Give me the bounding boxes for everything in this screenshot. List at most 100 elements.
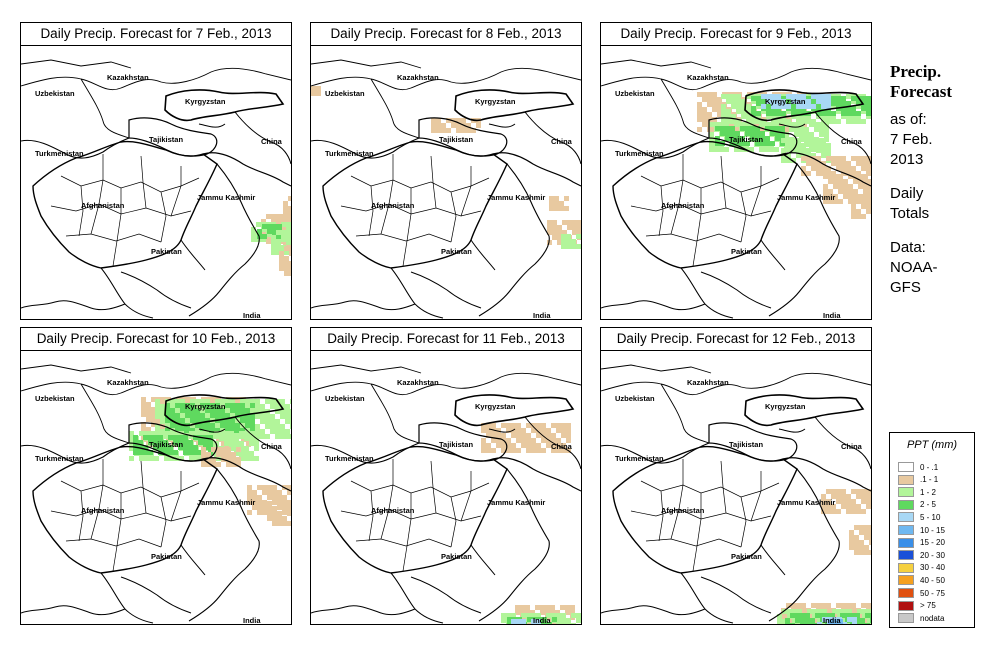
precip-cell [226,457,231,462]
precip-cell [786,138,791,143]
precip-cell [809,147,814,152]
precip-cell [226,447,231,452]
precip-cell [198,450,203,455]
precip-cell [220,404,225,409]
precip-cell [771,114,776,119]
precip-cell [205,403,210,408]
precip-layer [481,423,581,624]
precip-cell [195,408,200,413]
precip-cell [155,414,160,419]
precip-cell [848,199,853,204]
precip-cell [160,414,165,419]
precip-cell [225,418,230,423]
precip-cell [545,605,550,610]
precip-cell [811,603,816,608]
precip-cell [697,102,702,107]
precip-cell [805,623,810,624]
legend-item: 40 - 50 [898,574,945,586]
precip-cell [541,438,546,443]
precip-cell [731,114,736,119]
precip-cell [861,489,866,494]
precip-cell [856,101,861,106]
precip-cell [279,266,284,271]
precip-cell [836,494,841,499]
label-kazakhstan: Kazakhstan [687,378,729,387]
precip-cell [153,435,158,440]
precip-cell [787,614,792,619]
precip-cell [849,540,854,545]
precip-cell [734,122,739,127]
precip-cell [286,227,291,232]
label-tajikistan: Tajikistan [729,440,763,449]
precip-cell [251,237,256,242]
precip-cell [262,234,267,239]
precip-cell [287,485,291,490]
precip-cell [282,510,287,515]
precip-layer [697,92,871,219]
precip-cell [254,441,259,446]
precip-cell [824,127,829,132]
precip-cell [786,603,791,608]
precip-cell [236,457,241,462]
precip-cell [736,109,741,114]
precip-cell [481,428,486,433]
precip-cell [851,204,856,209]
precip-cell [790,613,795,618]
precip-cell [501,433,506,438]
precip-cell [252,495,257,500]
precip-cell [866,204,871,209]
precip-cell [846,101,851,106]
precip-cell [697,107,702,112]
precip-cell [750,136,755,141]
precip-cell [250,403,255,408]
precip-cell [777,619,782,624]
precip-cell [851,96,856,101]
precip-cell [786,94,791,99]
precip-cell [776,114,781,119]
precip-cell [220,399,225,404]
precip-cell [246,442,251,447]
precip-cell [848,189,853,194]
precip-cell [848,194,853,199]
precip-cell [160,409,165,414]
precip-cell [201,462,206,467]
precip-cell [863,189,868,194]
precip-cell [219,431,224,436]
precip-cell [267,516,272,521]
precip-cell [170,413,175,418]
precip-cell [561,448,566,453]
precip-cell [220,413,225,418]
precip-cell [486,433,491,438]
precip-cell [506,448,511,453]
precip-cell [164,431,169,436]
precip-cell [153,440,158,445]
precip-cell [272,495,277,500]
precip-cell [466,128,471,133]
precip-cell [491,438,496,443]
precip-cell [515,610,520,615]
precip-cell [153,445,158,450]
precip-cell [261,237,266,242]
precip-cell [751,119,756,124]
precip-cell [285,404,290,409]
precip-cell [850,613,855,618]
precip-cell [155,399,160,404]
precip-cell [531,613,536,618]
precip-cell [836,156,841,161]
precip-cell [200,428,205,433]
precip-cell [552,230,557,235]
precip-cell [826,166,831,171]
precip-cell [854,550,859,555]
precip-cell [561,433,566,438]
precip-cell [811,104,816,109]
precip-cell [801,99,806,104]
label-turkmenistan: Turkmenistan [35,149,84,158]
label-turkmenistan: Turkmenistan [615,454,664,463]
precip-cell [817,609,822,614]
precip-cell [709,147,714,152]
precip-cell [511,613,516,618]
legend-range: 10 - 15 [920,525,945,535]
label-china: China [841,137,863,146]
precip-cell [859,540,864,545]
precip-cell [562,230,567,235]
